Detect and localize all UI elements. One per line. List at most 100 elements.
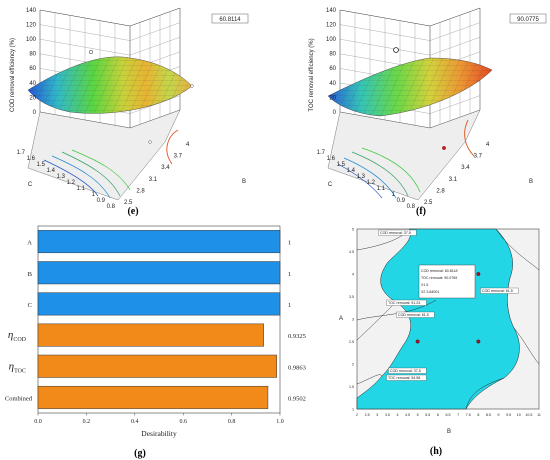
e-x-tick-label: 3.4 <box>161 165 170 171</box>
panel-f-y-axis-label: C <box>328 182 333 188</box>
panel-h-x-ticks: 2 2.5 3 3.5 4 4.5 5 5.5 6 6.5 7 7.5 8 8.5 9 9.5 10 10.5 11 <box>356 413 541 417</box>
x-tick-label: 8.5 <box>486 413 491 417</box>
bar-value-label: 1 <box>288 240 291 247</box>
x-tick-label: 5.5 <box>425 413 430 417</box>
panel-e-edge-marker <box>190 84 194 88</box>
contour-label: TOC removal: 91.24 <box>388 301 420 305</box>
contour-label: COD removal: 61.5 <box>482 289 513 293</box>
panel-h-flag-line-4: X2 3.84001 <box>421 290 439 294</box>
panel-h-overlay-plot: COD removal: 37.5 COD removal: 61.5 TOC re… <box>339 228 541 458</box>
panel-f-surface <box>327 57 493 117</box>
y-tick-label: 4 <box>352 273 354 277</box>
contour-label: TOC removal: 54.58 <box>388 376 420 380</box>
f-x-tick-label: 4 <box>486 142 490 148</box>
e-y-tick-label: 0.9 <box>97 198 106 204</box>
panel-h-y-axis-label: A <box>339 316 343 322</box>
e-z-tick-label: 140 <box>26 8 37 14</box>
panel-e-y-axis-label: C <box>28 182 33 188</box>
bar-label: Combined <box>5 395 33 402</box>
panel-g-x-axis-label: Desirability <box>141 429 177 438</box>
f-z-tick-label: 40 <box>329 81 336 87</box>
y-tick-label: 3 <box>352 318 354 322</box>
y-tick-label: 2 <box>352 363 354 367</box>
bar-value-label: 1 <box>288 271 291 278</box>
f-z-tick-label: 0 <box>333 110 337 116</box>
x-tick-label: 5 <box>417 413 419 417</box>
panel-h-flag-line-3: X1 5 <box>421 283 428 287</box>
e-z-tick-label: 60 <box>29 66 36 72</box>
panel-e-surface-plot: 60.8114 0 20 40 60 80 100 120 140 2.52.8 3.13.4 3… <box>10 7 249 217</box>
f-x-tick-label: 2.5 <box>424 200 433 206</box>
panel-e-annotation-box <box>211 13 249 24</box>
panel-g-desirability-chart: A 1 B 1 C 1 ηCOD 0.9325 ηTOC 0.9863 Combined 0.9502… <box>5 225 306 459</box>
panel-f-caption: (f) <box>416 206 426 217</box>
f-x-tick-label: 3.7 <box>474 154 483 160</box>
contour-label: COD removal: 61.5 <box>398 313 429 317</box>
e-y-tick-label: 1.4 <box>47 168 56 174</box>
panel-e-y-ticks: 0.80.91 1.11.21.31.41.51.61.7 <box>17 150 116 210</box>
panel-e-optimum-marker <box>88 49 94 55</box>
e-x-tick-label: 3.1 <box>149 177 158 183</box>
y-tick-label: 4.5 <box>349 250 354 254</box>
bar-5 <box>37 385 269 409</box>
x-tick-label: 0.8 <box>228 419 236 425</box>
panel-e-z-axis-label: COD removal efficiency (%) <box>10 38 16 112</box>
f-y-tick-label: 1.3 <box>357 174 366 180</box>
e-y-tick-label: 1.2 <box>67 180 76 186</box>
panel-e-surface <box>27 56 193 114</box>
x-tick-label: 0.0 <box>34 419 42 425</box>
panel-e-x-axis-label: B <box>242 179 246 185</box>
contour-label-box <box>480 287 519 294</box>
x-tick-label: 1.0 <box>276 419 284 425</box>
f-x-tick-label: 3.4 <box>461 165 470 171</box>
x-tick-label: 10 <box>517 413 521 417</box>
f-x-tick-label: 3.1 <box>449 177 458 183</box>
panel-f-x-ticks: 2.52.8 3.13.4 3.74 <box>424 142 490 206</box>
x-tick-label: 10.5 <box>525 413 532 417</box>
design-point <box>476 339 481 344</box>
f-y-tick-label: 1.6 <box>327 156 336 162</box>
e-x-tick-label: 2.8 <box>136 188 145 194</box>
x-tick-label: 0.4 <box>131 419 139 425</box>
bar-3 <box>37 323 264 347</box>
panel-g-caption: (g) <box>134 448 146 459</box>
bar-label: C <box>28 302 32 309</box>
panel-f-y-ticks: 0.80.91 1.11.21.31.41.51.61.7 <box>317 150 416 210</box>
bar-4 <box>37 354 277 378</box>
panel-g-x-ticks: 0.0 0.2 0.4 0.6 0.8 1.0 <box>34 413 284 425</box>
e-z-tick-label: 80 <box>29 52 36 58</box>
panel-h-x-axis-label: B <box>447 429 451 435</box>
e-y-tick-label: 1.3 <box>57 174 66 180</box>
e-y-tick-label: 1.1 <box>77 186 86 192</box>
bar-label: B <box>28 271 33 278</box>
panel-h-flag-line-2: TOC removal: 90.0769 <box>421 276 457 280</box>
contour-label-box <box>378 229 417 236</box>
x-tick-label: 11 <box>537 413 541 417</box>
contour-label-box <box>396 311 435 318</box>
x-tick-label: 9.5 <box>506 413 511 417</box>
f-y-tick-label: 0.8 <box>407 204 416 210</box>
x-tick-label: 3.5 <box>385 413 390 417</box>
y-tick-label: 1 <box>352 408 354 412</box>
design-point <box>415 339 420 344</box>
f-y-tick-label: 1.7 <box>317 150 326 156</box>
x-tick-label: 9 <box>498 413 500 417</box>
x-tick-label: 2 <box>356 413 358 417</box>
bar-value-label: 0.9863 <box>288 364 306 371</box>
x-tick-label: 7 <box>457 413 459 417</box>
bar-2 <box>37 292 281 316</box>
e-y-tick-label: 0.8 <box>107 204 116 210</box>
x-tick-label: 0.2 <box>83 419 91 425</box>
bar-1 <box>37 261 281 285</box>
e-x-tick-label: 4 <box>186 142 190 148</box>
bar-label: A <box>27 240 32 247</box>
x-tick-label: 7.5 <box>466 413 471 417</box>
panel-e-floor <box>27 109 181 201</box>
x-tick-label: 3 <box>376 413 378 417</box>
e-y-tick-label: 1 <box>92 192 96 198</box>
e-z-tick-label: 20 <box>29 95 36 101</box>
y-tick-label: 3.5 <box>349 295 354 299</box>
e-z-tick-label: 0 <box>33 110 37 116</box>
bar-label: ηTOC <box>9 360 26 374</box>
x-tick-label: 6 <box>437 413 439 417</box>
